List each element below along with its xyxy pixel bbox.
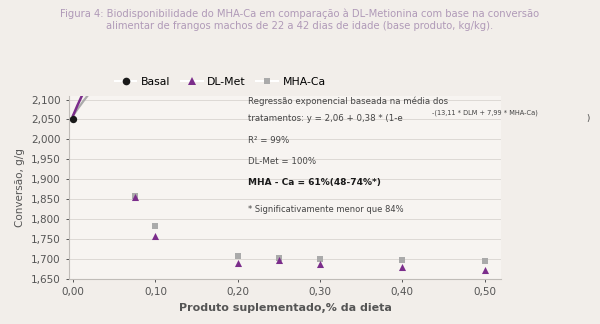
Text: R² = 99%: R² = 99%	[248, 136, 290, 145]
X-axis label: Produto suplementado,% da dieta: Produto suplementado,% da dieta	[179, 303, 391, 313]
Point	[274, 255, 284, 260]
Point	[274, 257, 284, 262]
Point	[315, 261, 325, 266]
Point	[315, 256, 325, 261]
Point	[151, 234, 160, 239]
Text: alimentar de frangos machos de 22 a 42 dias de idade (base produto, kg/kg).: alimentar de frangos machos de 22 a 42 d…	[106, 21, 494, 31]
Point	[130, 193, 140, 199]
Text: DL-Met = 100%: DL-Met = 100%	[248, 157, 316, 166]
Point	[480, 259, 490, 264]
Text: -(13,11 * DLM + 7,99 * MHA-Ca): -(13,11 * DLM + 7,99 * MHA-Ca)	[432, 110, 538, 116]
Legend: Basal, DL-Met, MHA-Ca: Basal, DL-Met, MHA-Ca	[115, 77, 326, 87]
Y-axis label: Conversão, g/g: Conversão, g/g	[16, 148, 25, 226]
Point	[397, 257, 407, 262]
Point	[233, 260, 242, 266]
Point	[397, 265, 407, 270]
Text: * Significativamente menor que 84%: * Significativamente menor que 84%	[248, 204, 404, 214]
Text: Regressão exponencial baseada na média dos: Regressão exponencial baseada na média d…	[248, 97, 448, 106]
Point	[233, 254, 242, 259]
Point	[130, 195, 140, 200]
Point	[151, 224, 160, 229]
Text: Figura 4: Biodisponibilidade do MHA-Ca em comparação à DL-Metionina com base na : Figura 4: Biodisponibilidade do MHA-Ca e…	[61, 8, 539, 18]
Text: ): )	[587, 114, 590, 123]
Point	[68, 116, 78, 122]
Text: tratamentos: y = 2,06 + 0,38 * (1-e: tratamentos: y = 2,06 + 0,38 * (1-e	[248, 114, 403, 123]
Point	[480, 267, 490, 272]
Text: MHA - Ca = 61%(48-74%*): MHA - Ca = 61%(48-74%*)	[248, 178, 381, 187]
